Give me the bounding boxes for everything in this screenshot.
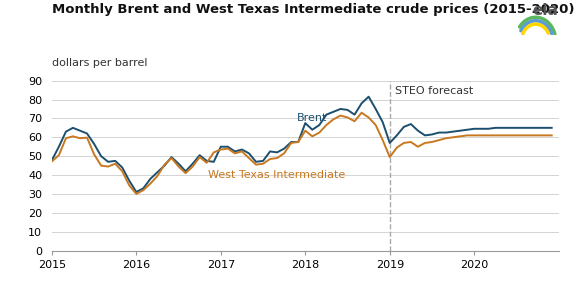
Text: West Texas Intermediate: West Texas Intermediate: [208, 170, 346, 180]
Text: eia: eia: [533, 3, 559, 18]
Text: dollars per barrel: dollars per barrel: [52, 58, 147, 68]
Text: Monthly Brent and West Texas Intermediate crude prices (2015-2020): Monthly Brent and West Texas Intermediat…: [52, 3, 574, 16]
Text: Brent: Brent: [297, 113, 327, 123]
Text: STEO forecast: STEO forecast: [395, 86, 473, 96]
